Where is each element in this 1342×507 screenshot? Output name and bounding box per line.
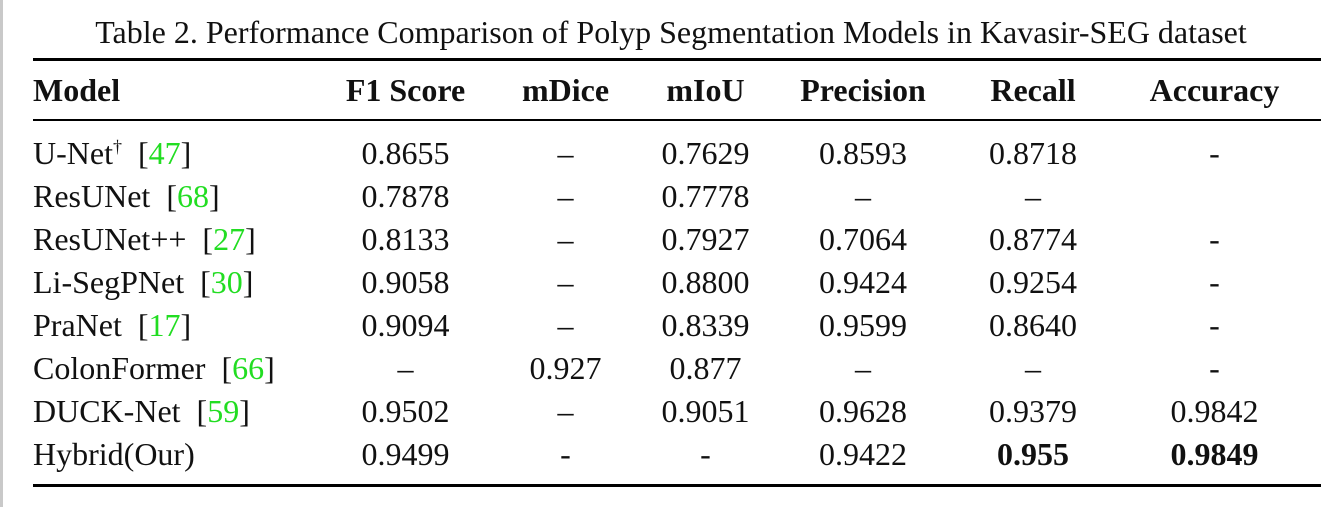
model-name: ResUNet++ (33, 221, 187, 257)
mdice-cell: – (557, 264, 574, 300)
miou-cell: - (700, 436, 711, 472)
accuracy-cell: 0.9842 (1170, 393, 1259, 429)
f1-cell: 0.8133 (361, 221, 450, 257)
miou-cell: 0.7927 (661, 221, 750, 257)
recall-cell: – (1025, 178, 1041, 214)
citation-link[interactable]: 68 (176, 178, 209, 214)
header-accuracy: Accuracy (1149, 71, 1280, 108)
model-name-cell: Hybrid(Our) (33, 433, 323, 476)
miou-cell: 0.8800 (661, 264, 750, 300)
miou-cell: 0.9051 (661, 393, 750, 429)
mdice-cell: – (557, 178, 574, 214)
mdice-cell: 0.927 (529, 350, 602, 386)
recall-cell: 0.8718 (989, 135, 1077, 171)
mdice-cell: – (557, 393, 574, 429)
table-row: ResUNet++ [27] 0.8133 – 0.7927 0.7064 0.8774 - (33, 218, 1321, 261)
accuracy-cell: - (1209, 307, 1220, 343)
model-name: ResUNet (33, 178, 151, 214)
dagger-mark: † (112, 136, 122, 157)
model-name: DUCK-Net (33, 393, 181, 429)
table-caption: Table 2. Performance Comparison of Polyp… (95, 14, 1247, 50)
performance-table: Model F1 Score mDice mIoU Precision Reca… (33, 61, 1321, 476)
accuracy-cell: 0.9849 (1170, 436, 1259, 472)
header-row: Model F1 Score mDice mIoU Precision Reca… (33, 61, 1321, 119)
f1-cell: 0.7878 (361, 178, 450, 214)
precision-cell: 0.7064 (819, 221, 907, 257)
table-row: Hybrid(Our) 0.9499 - - 0.9422 0.955 0.9849 (33, 433, 1321, 476)
model-name-cell: ColonFormer [66] (33, 350, 275, 386)
header-f1-score: F1 Score (345, 71, 466, 108)
f1-cell: 0.9499 (361, 436, 450, 472)
recall-cell: 0.8640 (989, 307, 1077, 343)
top-rule (33, 58, 1321, 61)
mdice-cell: – (557, 221, 574, 257)
precision-cell: 0.8593 (819, 135, 907, 171)
f1-cell: 0.9058 (361, 264, 450, 300)
precision-cell: 0.9599 (819, 307, 907, 343)
recall-cell: 0.955 (997, 436, 1069, 472)
recall-cell: 0.9379 (989, 393, 1077, 429)
precision-cell: 0.9628 (819, 393, 907, 429)
precision-cell: 0.9422 (819, 436, 907, 472)
table-row: U-Net† [47] 0.8655 – 0.7629 0.8593 0.8718 - (33, 119, 1321, 175)
header-precision: Precision (800, 71, 926, 108)
f1-cell: 0.9094 (361, 307, 450, 343)
citation-link[interactable]: 27 (213, 221, 246, 257)
accuracy-cell (1108, 175, 1321, 218)
f1-cell: 0.8655 (361, 135, 450, 171)
model-name-cell: PraNet [17] (33, 307, 192, 343)
header-model: Model (33, 71, 121, 108)
model-name-cell: ResUNet [68] (33, 178, 220, 214)
precision-cell: 0.9424 (819, 264, 907, 300)
f1-cell: 0.9502 (361, 393, 450, 429)
accuracy-cell: - (1209, 135, 1220, 171)
precision-cell: – (855, 178, 871, 214)
table-row: PraNet [17] 0.9094 – 0.8339 0.9599 0.8640 - (33, 304, 1321, 347)
model-name-cell: DUCK-Net [59] (33, 393, 250, 429)
miou-cell: 0.877 (669, 350, 742, 386)
table-row: DUCK-Net [59] 0.9502 – 0.9051 0.9628 0.9379 0.… (33, 390, 1321, 433)
model-name: U-Net (33, 135, 113, 171)
citation-link[interactable]: 59 (207, 393, 240, 429)
header-recall: Recall (990, 71, 1076, 108)
miou-cell: 0.8339 (661, 307, 750, 343)
mdice-cell: – (557, 307, 574, 343)
accuracy-cell: - (1209, 350, 1220, 386)
miou-cell: 0.7629 (661, 135, 750, 171)
header-miou: mIoU (666, 71, 745, 108)
model-name-cell: U-Net† [47] (33, 135, 192, 171)
header-mdice: mDice (521, 71, 610, 108)
citation-link[interactable]: 17 (148, 307, 181, 343)
model-name-cell: Li-SegPNet [30] (33, 264, 254, 300)
model-name: ColonFormer (33, 350, 206, 386)
citation-link[interactable]: 30 (210, 264, 243, 300)
miou-cell: 0.7778 (661, 178, 750, 214)
recall-cell: 0.9254 (989, 264, 1077, 300)
table-row: Li-SegPNet [30] 0.9058 – 0.8800 0.9424 0.9254… (33, 261, 1321, 304)
table-row: ResUNet [68] 0.7878 – 0.7778 – – (33, 175, 1321, 218)
model-name: Hybrid(Our) (33, 436, 195, 472)
precision-cell: – (855, 350, 871, 386)
model-name: Li-SegPNet (33, 264, 185, 300)
accuracy-cell: - (1209, 221, 1220, 257)
mdice-cell: - (560, 436, 571, 472)
citation-link[interactable]: 66 (232, 350, 265, 386)
accuracy-cell: - (1209, 264, 1220, 300)
model-name: PraNet (33, 307, 122, 343)
recall-cell: – (1025, 350, 1041, 386)
model-name-cell: ResUNet++ [27] (33, 221, 256, 257)
header-rule (33, 119, 1321, 121)
table-row: ColonFormer [66] – 0.927 0.877 – – - (33, 347, 1321, 390)
bottom-rule (33, 484, 1321, 487)
mdice-cell: – (557, 135, 574, 171)
page-edge (0, 0, 3, 507)
f1-cell: – (397, 350, 414, 386)
citation-link[interactable]: 47 (148, 135, 181, 171)
recall-cell: 0.8774 (989, 221, 1077, 257)
